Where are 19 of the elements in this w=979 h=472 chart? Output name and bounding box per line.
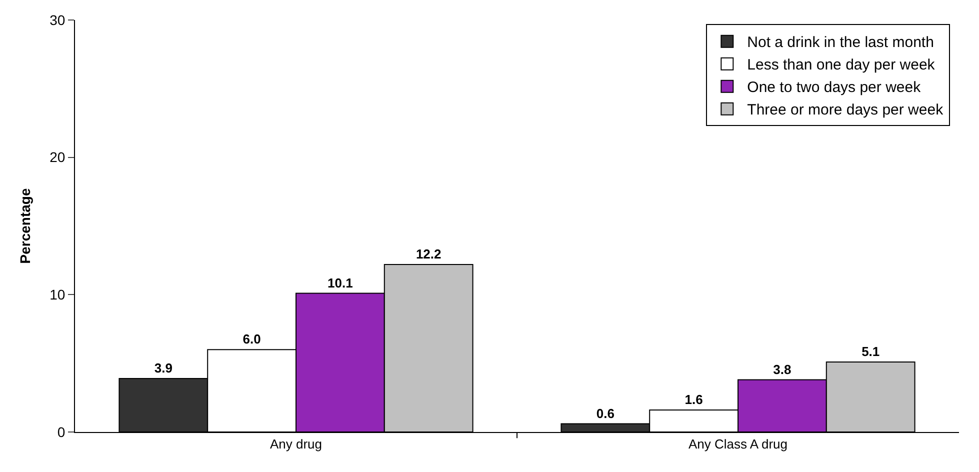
y-tick-label: 10 (50, 286, 66, 303)
text: 3.8 (773, 362, 792, 377)
legend-label: One to two days per week (747, 79, 922, 96)
text: 10.1 (328, 275, 353, 290)
text: 0.6 (596, 406, 614, 421)
legend-label: Three or more days per week (747, 102, 944, 119)
text: 6.0 (242, 332, 261, 347)
text: 5.1 (862, 344, 880, 359)
text: 1.6 (684, 392, 703, 408)
y-tick-label: 30 (50, 12, 66, 28)
text: 3.9 (154, 360, 172, 376)
x-tick-label: Any Class A drug (688, 436, 788, 452)
legend-label: Not a drink in the last month (747, 34, 934, 52)
y-axis-title: Percentage (17, 188, 34, 264)
y-tick-label: 0 (57, 424, 66, 440)
y-tick-label: 20 (50, 149, 66, 166)
x-tick-label: Any drug (270, 436, 322, 452)
text: 12.2 (416, 246, 442, 262)
legend-label: Less than one day per week (747, 56, 936, 74)
